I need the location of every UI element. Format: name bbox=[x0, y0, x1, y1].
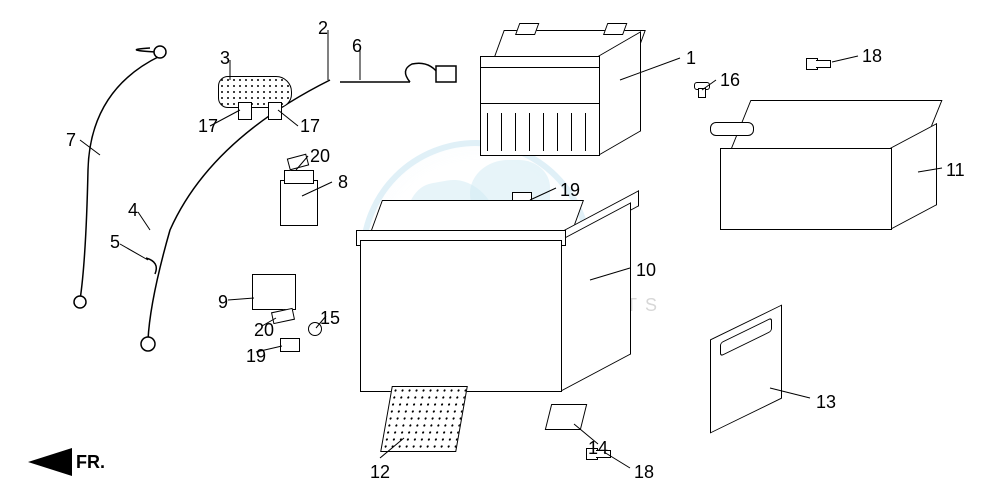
battery-cover bbox=[720, 100, 950, 260]
callout-18b: 18 bbox=[634, 462, 654, 483]
callout-8: 8 bbox=[338, 172, 348, 193]
insulator-plate bbox=[380, 386, 468, 452]
fuse bbox=[271, 308, 295, 324]
battery-box bbox=[360, 200, 640, 410]
relay-cover bbox=[252, 274, 296, 310]
callout-20a: 20 bbox=[310, 146, 330, 167]
front-direction-label: FR. bbox=[76, 452, 105, 473]
arrow-icon bbox=[28, 448, 72, 476]
callout-10: 10 bbox=[636, 260, 656, 281]
battery bbox=[480, 30, 650, 170]
callout-15: 15 bbox=[320, 308, 340, 329]
callout-20b: 20 bbox=[254, 320, 274, 341]
callout-7: 7 bbox=[66, 130, 76, 151]
callout-17b: 17 bbox=[300, 116, 320, 137]
callout-17a: 17 bbox=[198, 116, 218, 137]
callout-16: 16 bbox=[720, 70, 740, 91]
callout-19a: 19 bbox=[560, 180, 580, 201]
callout-4: 4 bbox=[128, 200, 138, 221]
terminal-bolt bbox=[268, 102, 282, 120]
callout-9: 9 bbox=[218, 292, 228, 313]
callout-18a: 18 bbox=[862, 46, 882, 67]
bolt bbox=[806, 56, 832, 70]
diagram-stage: OEM MOTORPARTS bbox=[0, 0, 1001, 501]
callout-5: 5 bbox=[110, 232, 120, 253]
front-direction-arrow: FR. bbox=[28, 448, 105, 476]
callout-1: 1 bbox=[686, 48, 696, 69]
clip bbox=[280, 338, 300, 352]
callout-13: 13 bbox=[816, 392, 836, 413]
callout-2: 2 bbox=[318, 18, 328, 39]
terminal-bolt bbox=[238, 102, 252, 120]
fuse bbox=[287, 154, 309, 171]
bracket bbox=[545, 404, 587, 430]
relay-plug bbox=[284, 170, 314, 184]
battery-front bbox=[480, 56, 600, 156]
callout-6: 6 bbox=[352, 36, 362, 57]
callout-11: 11 bbox=[946, 160, 965, 181]
callout-19b: 19 bbox=[246, 346, 266, 367]
relay bbox=[280, 180, 318, 226]
bolt-washer bbox=[698, 88, 706, 98]
callout-3: 3 bbox=[220, 48, 230, 69]
callout-12: 12 bbox=[370, 462, 390, 483]
callout-14: 14 bbox=[588, 438, 608, 459]
